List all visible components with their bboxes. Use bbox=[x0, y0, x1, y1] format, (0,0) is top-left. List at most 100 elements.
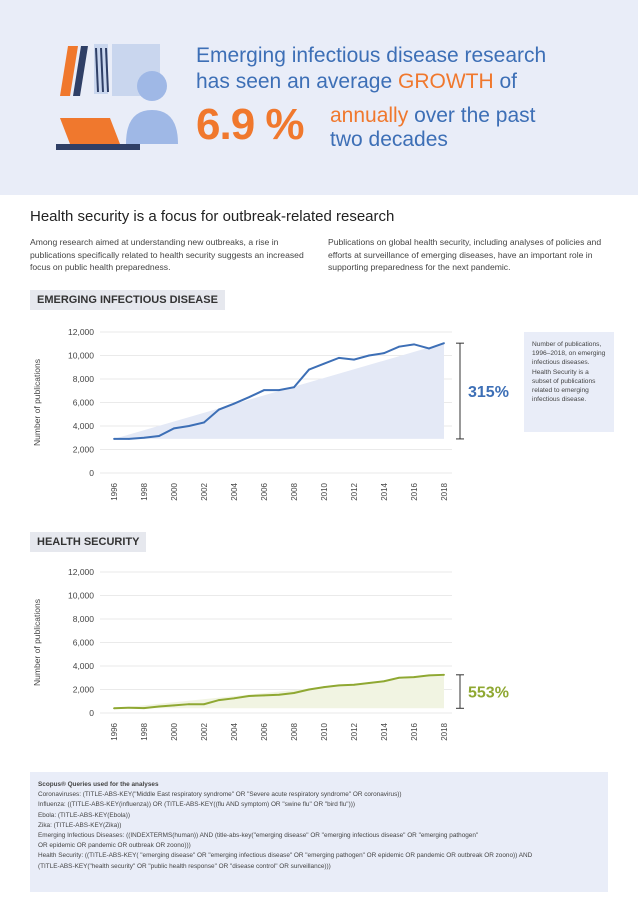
y-tick-label: 4,000 bbox=[73, 661, 95, 671]
hero-headline-line4: two decades bbox=[330, 128, 448, 151]
emerging-disease-chart: 0 2,000 4,000 6,000 8,000 10,000 12,000 Number … bbox=[32, 327, 509, 501]
laptop-icon bbox=[56, 118, 140, 150]
x-tick-label: 1996 bbox=[110, 722, 119, 740]
data-point bbox=[233, 402, 235, 405]
hero-banner: Emerging infectious disease research has… bbox=[0, 0, 638, 195]
chart1-tag: EMERGING INFECTIOUS DISEASE bbox=[30, 290, 225, 310]
hero-line2-suffix: of bbox=[493, 70, 517, 93]
data-point bbox=[338, 356, 340, 359]
data-point bbox=[293, 386, 295, 389]
data-point bbox=[293, 692, 295, 694]
data-point bbox=[353, 683, 355, 686]
data-point bbox=[113, 438, 115, 440]
data-point bbox=[338, 684, 340, 687]
data-point bbox=[278, 693, 280, 696]
y-tick-label: 10,000 bbox=[68, 591, 94, 601]
x-tick-label: 2018 bbox=[440, 722, 449, 740]
x-tick-label: 2010 bbox=[320, 722, 329, 740]
x-tick-label: 2016 bbox=[410, 482, 419, 500]
data-point bbox=[308, 688, 310, 691]
data-point bbox=[398, 345, 400, 348]
query-line: Coronaviruses: (TITLE-ABS-KEY("Middle Ea… bbox=[38, 791, 402, 799]
x-tick-label: 2008 bbox=[290, 482, 299, 500]
data-point bbox=[428, 674, 430, 677]
y-tick-label: 6,000 bbox=[73, 638, 95, 648]
y-tick-label: 12,000 bbox=[68, 567, 94, 577]
data-point bbox=[323, 686, 325, 689]
data-point bbox=[188, 703, 190, 706]
x-tick-label: 2016 bbox=[410, 722, 419, 740]
x-tick-label: 2004 bbox=[230, 722, 239, 740]
hero-headline-line2: has seen an average GROWTH of bbox=[196, 70, 517, 94]
data-point bbox=[353, 358, 355, 361]
x-tick-label: 2012 bbox=[350, 482, 359, 500]
query-line: Emerging Infectious Diseases: ((INDEXTER… bbox=[38, 832, 479, 840]
intro-right: Publications on global health security, … bbox=[328, 237, 602, 272]
data-point bbox=[263, 389, 265, 392]
y-axis-label: Number of publications bbox=[32, 599, 42, 686]
researcher-illustration bbox=[56, 44, 178, 150]
hero-big-percent: 6.9 % bbox=[196, 100, 305, 149]
data-point bbox=[233, 697, 235, 700]
chart2-tag: HEALTH SECURITY bbox=[30, 532, 147, 552]
y-tick-label: 10,000 bbox=[68, 351, 94, 361]
queries-title: Scopus® Queries used for the analyses bbox=[38, 781, 159, 788]
hero-growth-highlight: GROWTH bbox=[397, 70, 494, 93]
data-point bbox=[203, 703, 205, 706]
hero-line3-suffix: over the past bbox=[408, 104, 536, 127]
data-point bbox=[218, 408, 220, 411]
data-point bbox=[173, 704, 175, 707]
query-line: OR epidemic OR pandemic OR outbreak OR z… bbox=[38, 842, 191, 850]
data-point bbox=[128, 706, 130, 709]
hero-line2-prefix: has seen an average bbox=[196, 70, 398, 93]
data-point bbox=[248, 396, 250, 399]
data-point bbox=[143, 707, 145, 709]
data-point bbox=[248, 695, 250, 697]
data-point bbox=[113, 707, 115, 710]
data-point bbox=[203, 421, 205, 424]
x-tick-label: 2006 bbox=[260, 722, 269, 740]
x-tick-label: 2014 bbox=[380, 482, 389, 500]
data-point bbox=[218, 699, 220, 701]
data-point bbox=[158, 705, 160, 708]
hero-headline-line3: annually over the past bbox=[330, 104, 535, 128]
data-point bbox=[188, 425, 190, 427]
data-point bbox=[143, 436, 145, 439]
data-point bbox=[323, 362, 325, 365]
scopus-queries-box: Scopus® Queries used for the analyses Co… bbox=[30, 772, 608, 892]
x-tick-label: 1998 bbox=[140, 722, 149, 740]
query-line: Zika: (TITLE-ABS-KEY(Zika)) bbox=[38, 821, 122, 829]
y-tick-label: 6,000 bbox=[73, 398, 95, 408]
person-icon bbox=[126, 71, 178, 144]
x-tick-label: 2012 bbox=[350, 722, 359, 740]
data-point bbox=[263, 694, 265, 697]
x-tick-label: 2004 bbox=[230, 482, 239, 500]
data-point bbox=[443, 342, 445, 345]
y-tick-label: 4,000 bbox=[73, 421, 95, 431]
data-point bbox=[398, 676, 400, 679]
data-point bbox=[428, 347, 430, 350]
data-point bbox=[383, 680, 385, 683]
x-tick-label: 2006 bbox=[260, 482, 269, 500]
x-tick-label: 1996 bbox=[110, 482, 119, 500]
chart-note-box: Number of publications, 1996–2018, on em… bbox=[524, 332, 614, 432]
data-point bbox=[128, 438, 130, 440]
x-tick-label: 2008 bbox=[290, 722, 299, 740]
x-tick-label: 2000 bbox=[170, 722, 179, 740]
x-tick-label: 2002 bbox=[200, 722, 209, 740]
hero-headline-line1: Emerging infectious disease research bbox=[196, 44, 547, 67]
health-security-chart: 0 2,000 4,000 6,000 8,000 10,000 12,000 Number … bbox=[32, 567, 509, 741]
x-tick-label: 2000 bbox=[170, 482, 179, 500]
x-tick-label: 2018 bbox=[440, 482, 449, 500]
query-line: Health Security: ((TITLE-ABS-KEY( "emerg… bbox=[38, 852, 533, 860]
y-tick-label: 0 bbox=[89, 708, 94, 718]
section-title: Health security is a focus for outbreak-… bbox=[30, 208, 395, 225]
x-tick-label: 2002 bbox=[200, 482, 209, 500]
y-tick-label: 8,000 bbox=[73, 614, 95, 624]
data-point bbox=[413, 343, 415, 346]
y-tick-label: 2,000 bbox=[73, 445, 95, 455]
query-line: (TITLE-ABS-KEY("health security" OR "pub… bbox=[38, 862, 331, 870]
data-point bbox=[278, 389, 280, 392]
x-tick-label: 2014 bbox=[380, 722, 389, 740]
data-point bbox=[443, 673, 445, 676]
